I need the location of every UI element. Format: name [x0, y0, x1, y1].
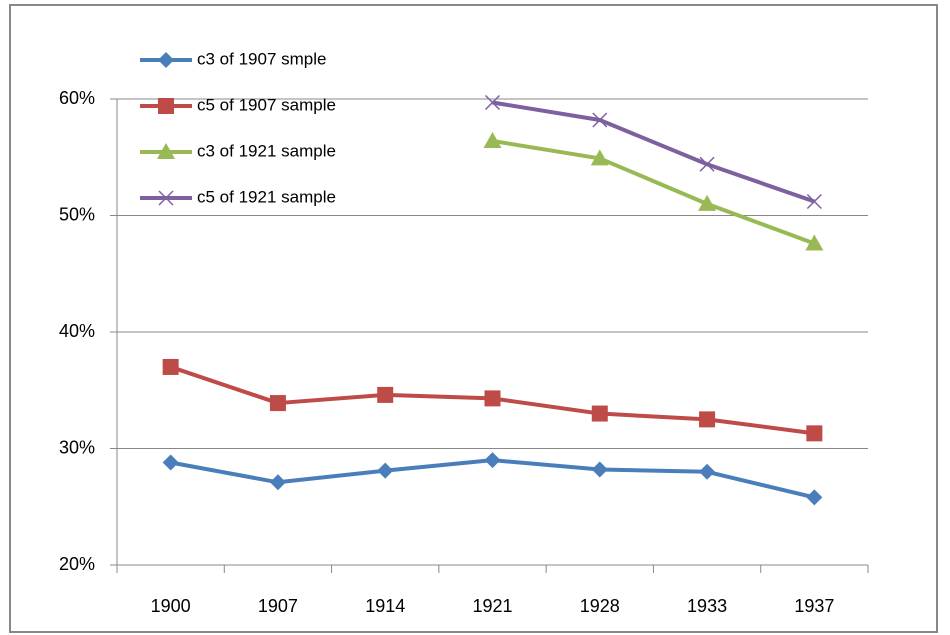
marker [162, 454, 179, 471]
legend-label: c5 of 1907 sample [197, 95, 336, 114]
marker [590, 149, 609, 166]
series-line [492, 138, 816, 246]
y-tick-label: 50% [59, 204, 95, 224]
marker [484, 94, 501, 111]
legend-label: c3 of 1921 sample [197, 141, 336, 160]
x-tick-label: 1937 [794, 596, 834, 616]
marker [698, 194, 717, 211]
marker [158, 190, 174, 206]
marker [484, 452, 501, 469]
x-tick-label: 1933 [687, 596, 727, 616]
x-tick-label: 1907 [258, 596, 298, 616]
marker [269, 474, 286, 491]
marker [484, 390, 501, 407]
marker [377, 386, 394, 403]
marker [157, 143, 175, 159]
marker [699, 411, 716, 428]
x-tick-label: 1921 [472, 596, 512, 616]
marker [591, 405, 608, 422]
marker [806, 489, 823, 506]
marker [158, 52, 174, 68]
marker [269, 395, 286, 412]
marker [377, 462, 394, 479]
legend-label: c5 of 1921 sample [197, 187, 336, 206]
marker [162, 358, 179, 375]
marker [806, 425, 823, 442]
marker [483, 131, 502, 148]
marker [805, 234, 824, 251]
legend-label: c3 of 1907 smple [197, 49, 326, 68]
y-tick-label: 60% [59, 88, 95, 108]
series-line [492, 100, 816, 204]
marker [699, 156, 715, 172]
marker [592, 112, 608, 128]
marker [591, 461, 608, 478]
y-tick-label: 20% [59, 554, 95, 574]
y-tick-label: 30% [59, 437, 95, 457]
marker [158, 98, 174, 114]
x-tick-label: 1900 [151, 596, 191, 616]
x-tick-label: 1928 [580, 596, 620, 616]
x-tick-label: 1914 [365, 596, 405, 616]
y-tick-label: 40% [59, 321, 95, 341]
marker [806, 193, 822, 210]
marker [699, 463, 716, 480]
